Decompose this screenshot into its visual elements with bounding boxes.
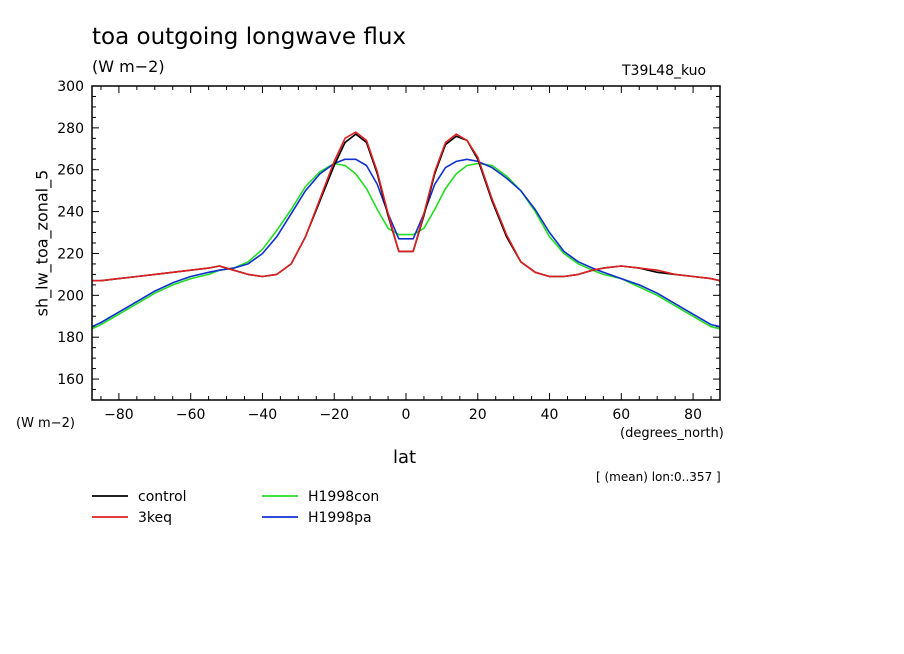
averaging-note: [ (mean) lon:0..357 ] (596, 470, 721, 484)
tick-labels: −80 −60 −40 −20 0 20 40 60 80 160 180 200 220 240 260 2… (57, 79, 702, 423)
y-tick-label: 160 (57, 372, 84, 388)
series-line-h1998pa (91, 158, 721, 328)
y-tick-label: 180 (57, 330, 84, 346)
legend: control 3keq H1998con H1998pa (92, 489, 379, 526)
series-line-control (92, 133, 721, 282)
x-tick-label: 80 (684, 407, 702, 423)
x-tick-label: −20 (319, 407, 349, 423)
y-tick-label: 280 (57, 121, 84, 137)
chart-units-label: (W m−2) (92, 57, 165, 76)
y-tick-label: 260 (57, 163, 84, 179)
series-lines (91, 131, 721, 330)
plot-frame (91, 85, 721, 401)
y-tick-label: 200 (57, 288, 84, 304)
run-label: T39L48_kuo (622, 63, 707, 79)
x-tick-label: −60 (176, 407, 206, 423)
y-tick-label: 220 (57, 246, 84, 262)
x-tick-label: 0 (402, 407, 411, 423)
chart-title: toa outgoing longwave flux (92, 24, 407, 50)
legend-label-3keq: 3keq (138, 510, 172, 526)
x-tick-label: −80 (104, 407, 134, 423)
legend-label-control: control (138, 489, 187, 505)
x-units-label: (degrees_north) (620, 426, 724, 441)
axis-ticks (92, 85, 720, 400)
x-tick-label: 60 (612, 407, 630, 423)
x-tick-label: 20 (469, 407, 487, 423)
y-tick-label: 240 (57, 205, 84, 221)
x-tick-label: 40 (541, 407, 559, 423)
legend-label-h1998pa: H1998pa (308, 510, 372, 526)
legend-label-h1998con: H1998con (308, 489, 379, 505)
y-tick-label: 300 (57, 79, 84, 95)
x-tick-label: −40 (248, 407, 278, 423)
series-line-h1998con (91, 162, 721, 330)
y-units-label: (W m−2) (16, 416, 75, 431)
x-axis-label: lat (393, 447, 417, 468)
series-line-3keq (92, 131, 721, 282)
